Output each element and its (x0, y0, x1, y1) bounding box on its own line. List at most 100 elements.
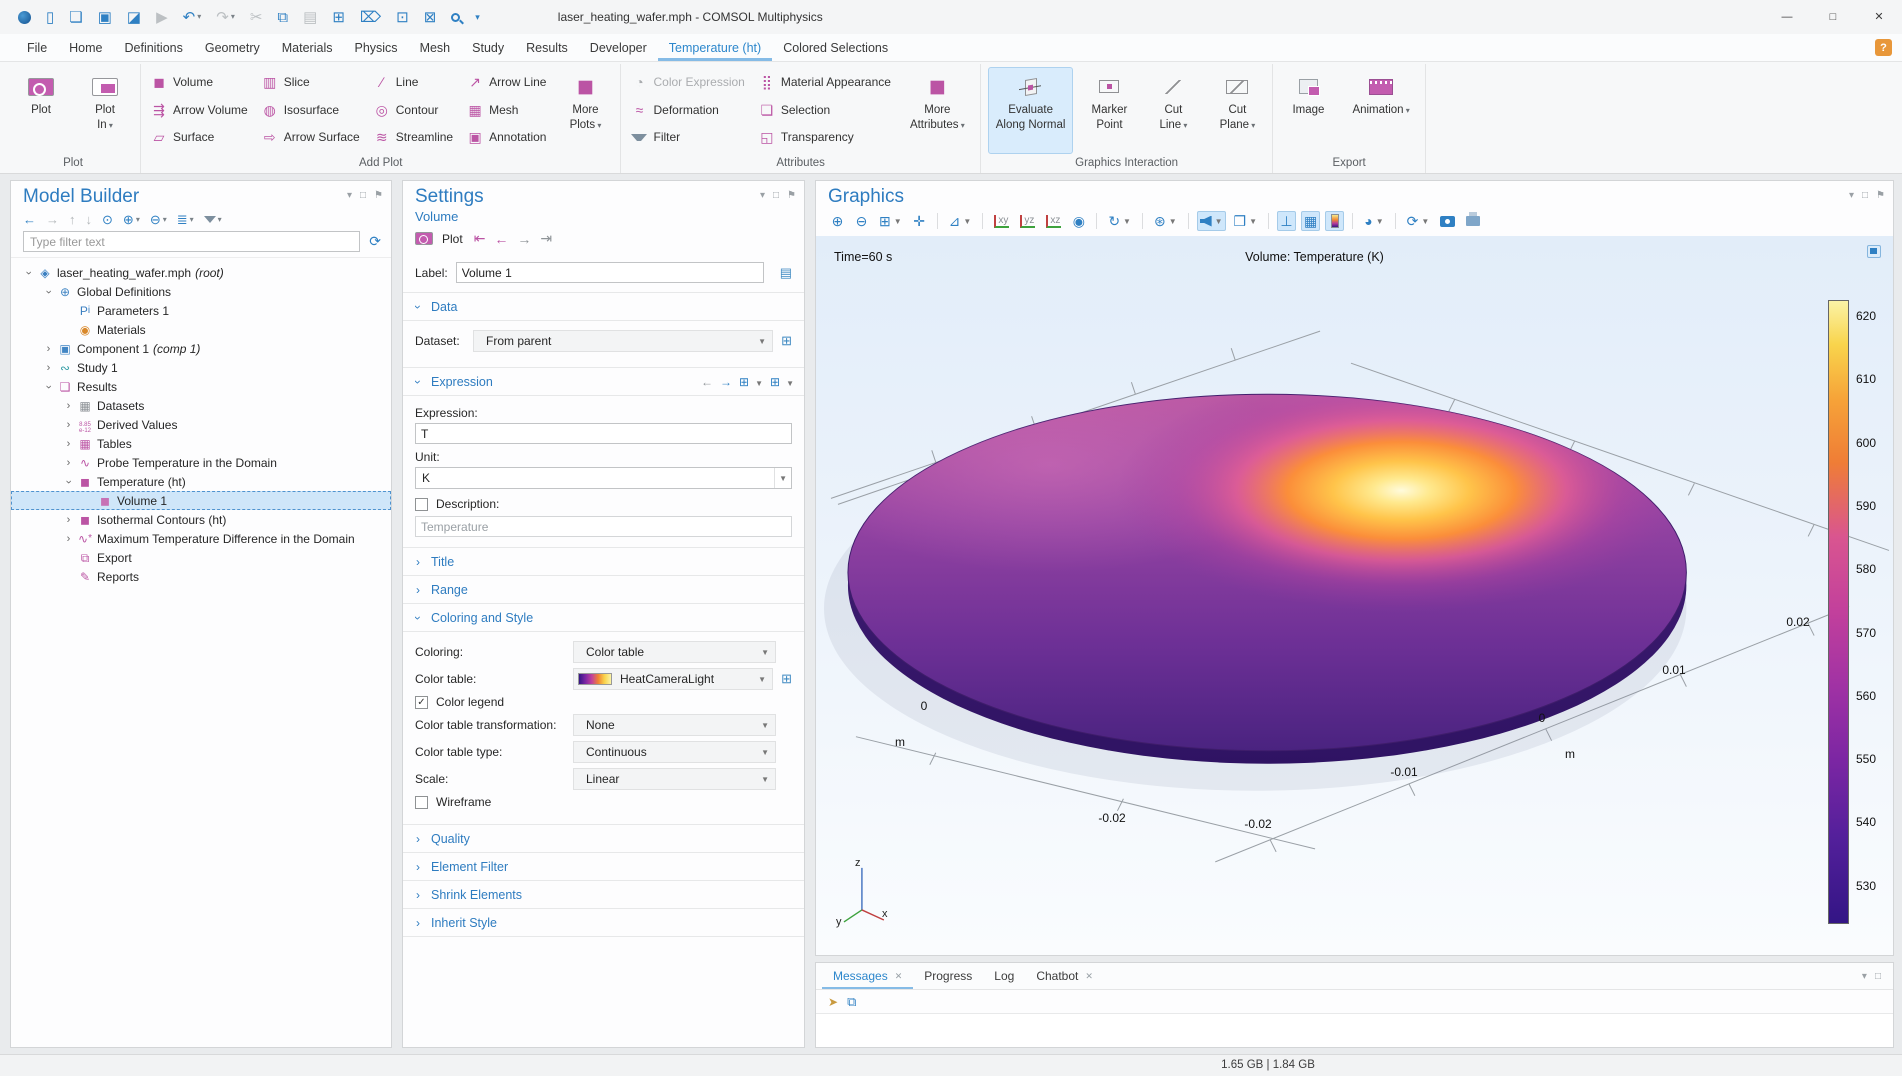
save-button[interactable]: ▣ (98, 10, 112, 25)
filter-tree-button[interactable]: ▾ (203, 215, 222, 224)
transparency-mode-button[interactable]: ❒ ▼ (1231, 211, 1260, 231)
marker-point-button[interactable]: Marker Point (1081, 67, 1137, 154)
refresh-icon[interactable]: ⟳ (369, 233, 381, 249)
customize-toolbar-button[interactable]: ▾ (475, 12, 480, 22)
tab-messages[interactable]: Messages ✕ (822, 963, 913, 989)
section-coloring-and-style[interactable]: › Coloring and Style (403, 604, 804, 632)
print-button[interactable] (1463, 211, 1483, 231)
update-button[interactable]: ⟳ ▼ (1404, 211, 1433, 231)
section-title[interactable]: › Title (403, 548, 804, 576)
plot-area[interactable]: Time=60 s Volume: Temperature (K) 620 610… (816, 236, 1893, 955)
tree-node-derived-values[interactable]: › 8.85 e-12 Derived Values (11, 415, 391, 435)
expression-input[interactable] (415, 423, 792, 444)
cut-line-button[interactable]: Cut Line ▾ (1145, 67, 1201, 154)
scene-settings-button[interactable]: ⊛ ▼ (1151, 211, 1180, 231)
evaluate-along-normal-button[interactable]: Evaluate Along Normal (987, 67, 1074, 154)
label-input[interactable] (455, 262, 764, 283)
ribbon-tab-mesh[interactable]: Mesh (419, 40, 451, 55)
tree-node-materials[interactable]: ◉ Materials (11, 320, 391, 339)
float-panel-icon[interactable]: □ (1874, 970, 1881, 982)
maximize-button[interactable]: □ (1810, 0, 1856, 34)
tree-node-datasets[interactable]: › ▦ Datasets (11, 396, 391, 415)
ribbon-tab-results[interactable]: Results (526, 40, 568, 55)
panel-menu-icon[interactable]: ▾ (346, 190, 352, 201)
plot-button-label[interactable]: Plot (442, 231, 463, 246)
snapshot-button[interactable] (1437, 211, 1458, 231)
material-appearance-button[interactable]: ⣿ Material Appearance (756, 71, 894, 93)
close-button[interactable]: ✕ (1856, 0, 1902, 34)
expand-all-button[interactable]: ⊕ ▾ (123, 213, 140, 226)
plot-in-button[interactable]: Plot In ▾ (77, 67, 133, 154)
color-table-type-select[interactable]: Continuous ▼ (573, 741, 776, 763)
ribbon-tab-file[interactable]: File (27, 40, 48, 55)
arrow-volume-button[interactable]: ⇶ Arrow Volume (148, 99, 251, 121)
open-file-button[interactable]: ❏ (69, 10, 82, 25)
move-down-button[interactable]: ↓ (86, 213, 93, 226)
first-plot-icon[interactable]: ⇤ (473, 230, 486, 246)
copy-text-icon[interactable]: ⧉ (847, 993, 857, 1009)
tree-filter-input[interactable] (23, 231, 361, 252)
float-panel-icon[interactable]: □ (772, 190, 780, 201)
find-button[interactable] (451, 12, 461, 22)
cut-plane-button[interactable]: Cut Plane ▾ (1209, 67, 1265, 154)
tab-log[interactable]: Log (983, 963, 1025, 989)
tree-node-isothermal-contours-ht-[interactable]: › ◼ Isothermal Contours (ht) (11, 510, 391, 529)
volume-button[interactable]: ◼ Volume (148, 71, 251, 93)
ribbon-tab-geometry[interactable]: Geometry (204, 40, 260, 55)
section-shrink-elements[interactable]: › Shrink Elements (403, 881, 804, 909)
close-icon[interactable]: ✕ (1085, 970, 1093, 981)
plot-icon[interactable] (415, 232, 433, 245)
ribbon-tab-developer[interactable]: Developer (589, 40, 647, 55)
tree-node-probe-temperature-in-the-domain[interactable]: › ∿ Probe Temperature in the Domain (11, 453, 391, 472)
image-button[interactable]: Image (1280, 67, 1336, 154)
pin-panel-icon[interactable]: ⚑ (1876, 190, 1885, 201)
color-table-transformation-select[interactable]: None ▼ (573, 714, 776, 736)
show-axes-button[interactable]: ⊥ (1277, 211, 1297, 231)
copy-button[interactable]: ⧉ (277, 10, 288, 25)
run-button[interactable]: ▶ (156, 10, 168, 25)
coloring-select[interactable]: Color table ▼ (573, 641, 776, 663)
show-grid-button[interactable]: ▦ (1301, 211, 1321, 231)
zoom-box-button[interactable]: ⊞ ▼ (876, 211, 905, 231)
animation-button[interactable]: Animation ▾ (1344, 67, 1417, 154)
ribbon-tab-home[interactable]: Home (69, 40, 103, 55)
model-tree-nodes-button[interactable]: ≣ ▾ (177, 213, 194, 226)
tree-node-results[interactable]: › ❏ Results (11, 377, 391, 396)
add-color-table-icon[interactable]: ⊞ (781, 671, 792, 686)
mesh-button[interactable]: ▦ Mesh (464, 99, 549, 121)
streamline-button[interactable]: ≋ Streamline (371, 126, 456, 148)
tree-node-global-definitions[interactable]: › ⊕ Global Definitions (11, 282, 391, 301)
insert-expression-icon[interactable]: ⊞ ▼ (770, 375, 794, 389)
tree-node-component-1[interactable]: › ▣ Component 1 (comp 1) (11, 339, 391, 358)
section-range[interactable]: › Range (403, 576, 804, 604)
plot-button[interactable]: Plot (13, 67, 69, 154)
surface-button[interactable]: ▱ Surface (148, 126, 251, 148)
tree-node-temperature-ht-[interactable]: › ◼ Temperature (ht) (11, 472, 391, 491)
clear-selection-button[interactable]: ⊠ (424, 10, 437, 25)
ribbon-tab-temperature-ht-[interactable]: Temperature (ht) (658, 34, 772, 61)
scale-select[interactable]: Linear ▼ (573, 768, 776, 790)
color-table-select[interactable]: HeatCameraLight ▼ (573, 668, 774, 690)
zoom-out-button[interactable]: ⊖ (852, 211, 871, 231)
contour-button[interactable]: ◎ Contour (371, 99, 456, 121)
more-plots-button[interactable]: ◼ More Plots ▾ (557, 67, 613, 154)
move-up-button[interactable]: ↑ (69, 213, 76, 226)
unit-select[interactable]: K ▼ (415, 467, 792, 489)
cut-button[interactable]: ✂ (250, 10, 263, 25)
paste-button[interactable]: ▤ (303, 10, 317, 25)
tree-node-maximum-temperature-difference-in-the-domain[interactable]: › ∿ * Maximum Temperature Difference in the… (11, 529, 391, 548)
float-panel-icon[interactable]: □ (359, 190, 367, 201)
deformation-button[interactable]: ≈ Deformation (628, 99, 747, 121)
node-properties-icon[interactable]: ▤ (779, 264, 792, 280)
scene-camera-button[interactable]: ◉ (1069, 211, 1088, 231)
color-legend-checkbox[interactable] (415, 695, 428, 709)
annotation-button[interactable]: ▣ Annotation (464, 126, 549, 148)
view-xz-button[interactable]: xz (1043, 211, 1064, 231)
isosurface-button[interactable]: ◍ Isosurface (259, 99, 363, 121)
slice-button[interactable]: ▥ Slice (259, 71, 363, 93)
arrow-surface-button[interactable]: ⇨ Arrow Surface (259, 126, 363, 148)
section-expression[interactable]: › Expression ← → ⊞ ▼ ⊞ ▼ (403, 368, 804, 396)
go-forward-button[interactable]: → (46, 213, 59, 226)
collapse-all-button[interactable]: ⊖ ▾ (150, 213, 167, 226)
